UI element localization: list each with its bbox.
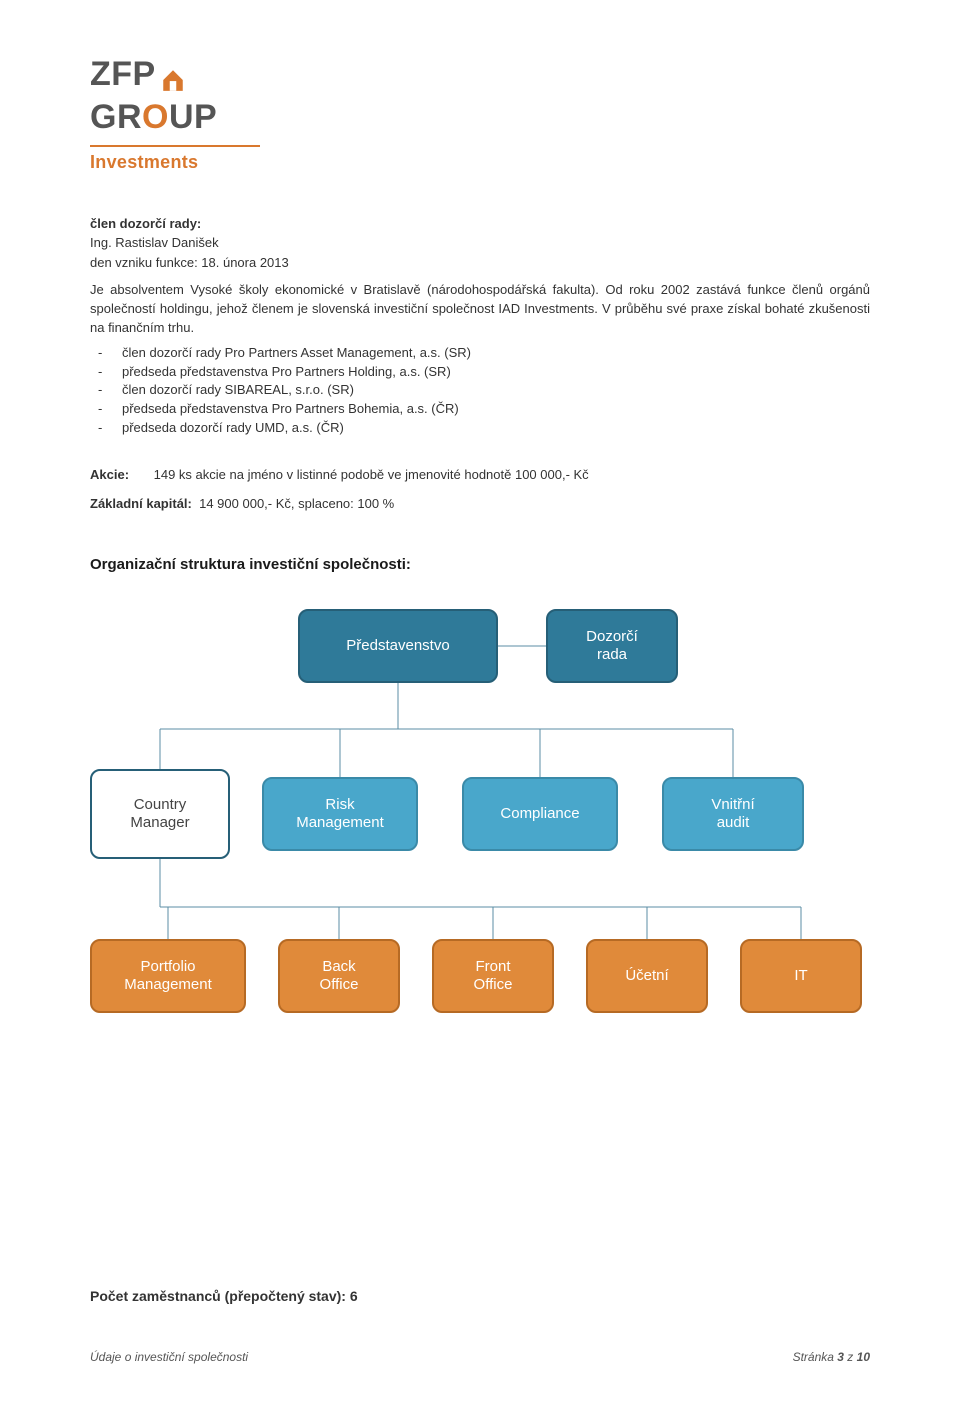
position-text: předseda dozorčí rady UMD, a.s. (ČR) bbox=[122, 419, 344, 438]
logo-line2: GROUP bbox=[90, 93, 870, 142]
list-item: -předseda představenstva Pro Partners Ho… bbox=[90, 363, 870, 382]
logo: ZFP GROUP Investments bbox=[90, 50, 870, 175]
org-node-label: Vnitřní audit bbox=[711, 796, 754, 834]
list-item: -předseda dozorčí rady UMD, a.s. (ČR) bbox=[90, 419, 870, 438]
logo-subtitle: Investments bbox=[90, 149, 870, 175]
org-structure-title: Organizační struktura investiční společn… bbox=[90, 554, 870, 576]
org-node-label: Risk Management bbox=[296, 796, 384, 834]
position-text: člen dozorčí rady SIBAREAL, s.r.o. (SR) bbox=[122, 381, 354, 400]
footer-page-current: 3 bbox=[837, 1350, 844, 1364]
org-node-country-manager: Country Manager bbox=[90, 769, 230, 859]
org-node-label: Představenstvo bbox=[346, 637, 449, 656]
capital-line: Základní kapitál: 14 900 000,- Kč, splac… bbox=[90, 495, 870, 514]
org-node-label: Účetní bbox=[625, 967, 668, 986]
logo-group-post: UP bbox=[169, 98, 217, 136]
org-node-label: Front Office bbox=[474, 958, 513, 996]
logo-group-pre: GR bbox=[90, 98, 142, 136]
logo-divider bbox=[90, 145, 260, 147]
shares-label: Akcie: bbox=[90, 466, 150, 485]
list-item: -člen dozorčí rady SIBAREAL, s.r.o. (SR) bbox=[90, 381, 870, 400]
list-item: -předseda představenstva Pro Partners Bo… bbox=[90, 400, 870, 419]
member-name: Ing. Rastislav Danišek bbox=[90, 234, 870, 253]
org-node-compliance: Compliance bbox=[462, 777, 618, 851]
member-bio: Je absolventem Vysoké školy ekonomické v… bbox=[90, 281, 870, 338]
footer-page-total: 10 bbox=[857, 1350, 870, 1364]
org-node-accounting: Účetní bbox=[586, 939, 708, 1013]
footer-page-prefix: Stránka bbox=[793, 1350, 838, 1364]
footer-left: Údaje o investiční společnosti bbox=[90, 1349, 248, 1366]
member-title: člen dozorčí rady: bbox=[90, 215, 870, 234]
org-node-front-office: Front Office bbox=[432, 939, 554, 1013]
org-node-portfolio: Portfolio Management bbox=[90, 939, 246, 1013]
capital-label: Základní kapitál: bbox=[90, 496, 192, 511]
footer-page-sep: z bbox=[844, 1350, 857, 1364]
position-text: předseda představenstva Pro Partners Hol… bbox=[122, 363, 451, 382]
logo-text-zfp: ZFP bbox=[90, 50, 156, 99]
org-node-back-office: Back Office bbox=[278, 939, 400, 1013]
footer-page: Stránka 3 z 10 bbox=[793, 1349, 870, 1366]
org-node-label: IT bbox=[794, 967, 807, 986]
org-node-label: Back Office bbox=[320, 958, 359, 996]
org-node-label: Compliance bbox=[500, 805, 579, 824]
org-node-label: Portfolio Management bbox=[124, 958, 212, 996]
org-node-supervisory: Dozorčí rada bbox=[546, 609, 678, 683]
shares-value: 149 ks akcie na jméno v listinné podobě … bbox=[154, 467, 589, 482]
org-chart: Představenstvo Dozorčí rada Country Mana… bbox=[90, 609, 870, 1049]
logo-group-accent: O bbox=[142, 98, 169, 136]
org-node-it: IT bbox=[740, 939, 862, 1013]
org-node-label: Dozorčí rada bbox=[586, 628, 638, 666]
position-text: člen dozorčí rady Pro Partners Asset Man… bbox=[122, 344, 471, 363]
position-text: předseda představenstva Pro Partners Boh… bbox=[122, 400, 459, 419]
employee-count: Počet zaměstnanců (přepočtený stav): 6 bbox=[90, 1286, 358, 1306]
logo-line1-row: ZFP bbox=[90, 50, 870, 99]
org-node-risk: Risk Management bbox=[262, 777, 418, 851]
org-node-label: Country Manager bbox=[130, 796, 189, 834]
org-node-board: Představenstvo bbox=[298, 609, 498, 683]
shares-line: Akcie: 149 ks akcie na jméno v listinné … bbox=[90, 466, 870, 485]
page-footer: Údaje o investiční společnosti Stránka 3… bbox=[90, 1349, 870, 1366]
member-block: člen dozorčí rady: Ing. Rastislav Daniše… bbox=[90, 215, 870, 438]
capital-value: 14 900 000,- Kč, splaceno: 100 % bbox=[199, 496, 394, 511]
list-item: -člen dozorčí rady Pro Partners Asset Ma… bbox=[90, 344, 870, 363]
org-node-audit: Vnitřní audit bbox=[662, 777, 804, 851]
house-icon bbox=[160, 67, 186, 93]
member-date: den vzniku funkce: 18. února 2013 bbox=[90, 254, 870, 273]
member-positions-list: -člen dozorčí rady Pro Partners Asset Ma… bbox=[90, 344, 870, 438]
